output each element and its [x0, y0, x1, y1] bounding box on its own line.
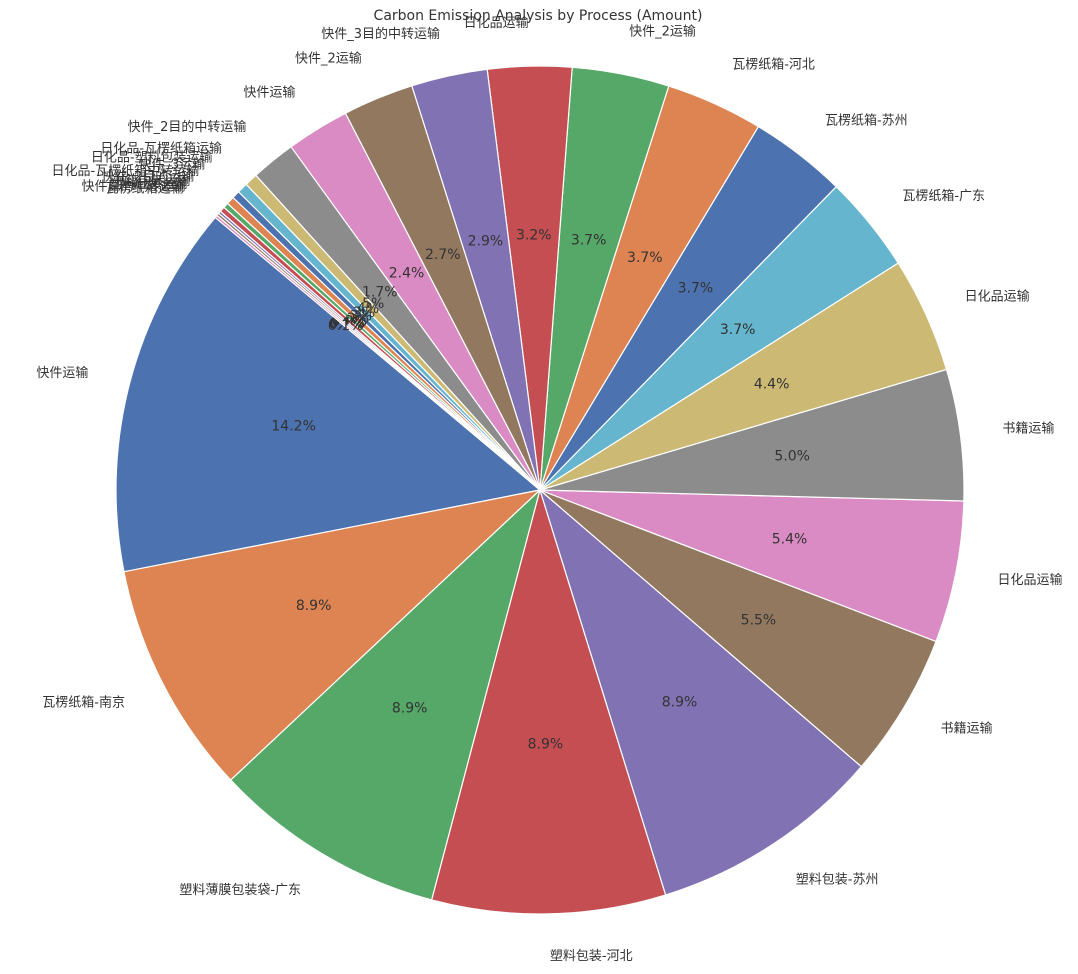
slice-label: 瓦楞纸箱-河北	[732, 57, 815, 73]
pct-label: 14.2%	[271, 419, 315, 435]
slice-label: 瓦楞纸箱运输	[106, 181, 184, 197]
pct-label: 3.7%	[627, 250, 663, 266]
pie-slice	[229, 488, 542, 901]
pct-label: 3.7%	[571, 232, 607, 248]
pie-slice	[214, 214, 541, 491]
slice-label: 书籍运输	[941, 720, 993, 736]
slice-label: 日化品-塑料包装运输	[91, 149, 213, 165]
pie-slice	[539, 489, 937, 768]
pct-label: 3.7%	[720, 322, 756, 338]
pie-slice	[123, 489, 542, 781]
slice-label: 书籍运输	[1002, 420, 1054, 436]
slice-label: 日化品运输	[998, 572, 1063, 588]
pct-label: 4.4%	[754, 377, 790, 393]
slice-label: 书籍中转运输	[112, 173, 190, 189]
pct-label: 8.9%	[662, 695, 698, 711]
chart-title: Carbon Emission Analysis by Process (Amo…	[374, 8, 703, 24]
pct-label: 2.9%	[468, 234, 504, 250]
pct-label: 8.9%	[528, 736, 564, 752]
slice-label: 瓦楞纸箱-南京	[42, 694, 125, 710]
pie-slice	[115, 216, 542, 573]
pct-label: 8.9%	[296, 598, 332, 614]
slice-label: 塑料包装运输	[109, 176, 187, 192]
slice-label: 快件运输	[243, 84, 295, 100]
slice-label: 快件目的中转运输	[82, 178, 186, 194]
slice-label: 快件_2目的中转运输	[128, 119, 247, 135]
pct-label: 5.0%	[774, 449, 810, 465]
slice-label: 快件_3目的中转运输	[321, 26, 440, 42]
pct-label: 3.2%	[516, 228, 552, 244]
slice-label: 快件_2运输	[295, 50, 362, 66]
pct-label: 2.7%	[425, 247, 461, 263]
slice-label: 日化品运输	[464, 15, 529, 31]
pct-label: 2.4%	[389, 265, 425, 281]
pct-label: 0.1%	[328, 318, 364, 334]
pct-label: 1.7%	[362, 284, 398, 300]
pct-label: 8.9%	[392, 700, 428, 716]
pie-slice	[538, 488, 863, 896]
slice-label: 日化品运输	[965, 289, 1030, 305]
slice-label: 快件_2运输	[629, 24, 696, 40]
pie-slice	[539, 489, 965, 643]
slice-label: 日化品-瓦楞纸箱运输	[100, 140, 222, 156]
slice-label: 塑料薄膜包装袋-广东	[179, 883, 301, 898]
slice-label: 快件_3运输	[139, 157, 206, 173]
pct-label: 5.4%	[772, 531, 808, 547]
slice-label: 快件_2目的运输	[101, 168, 194, 184]
pct-label: 3.7%	[678, 281, 714, 297]
slice-label: 塑料包装-河北	[550, 949, 633, 964]
pct-label: 5.5%	[741, 612, 777, 628]
pie-slice	[430, 487, 667, 915]
slice-label: 塑料包装-苏州	[796, 871, 879, 887]
slice-label: 瓦楞纸箱-广东	[902, 188, 985, 204]
slice-label: 瓦楞纸箱-苏州	[825, 112, 908, 128]
slice-label: 快件运输	[36, 365, 88, 381]
slice-label: 日化品-瓦楞纸箱中转运输	[52, 163, 200, 179]
